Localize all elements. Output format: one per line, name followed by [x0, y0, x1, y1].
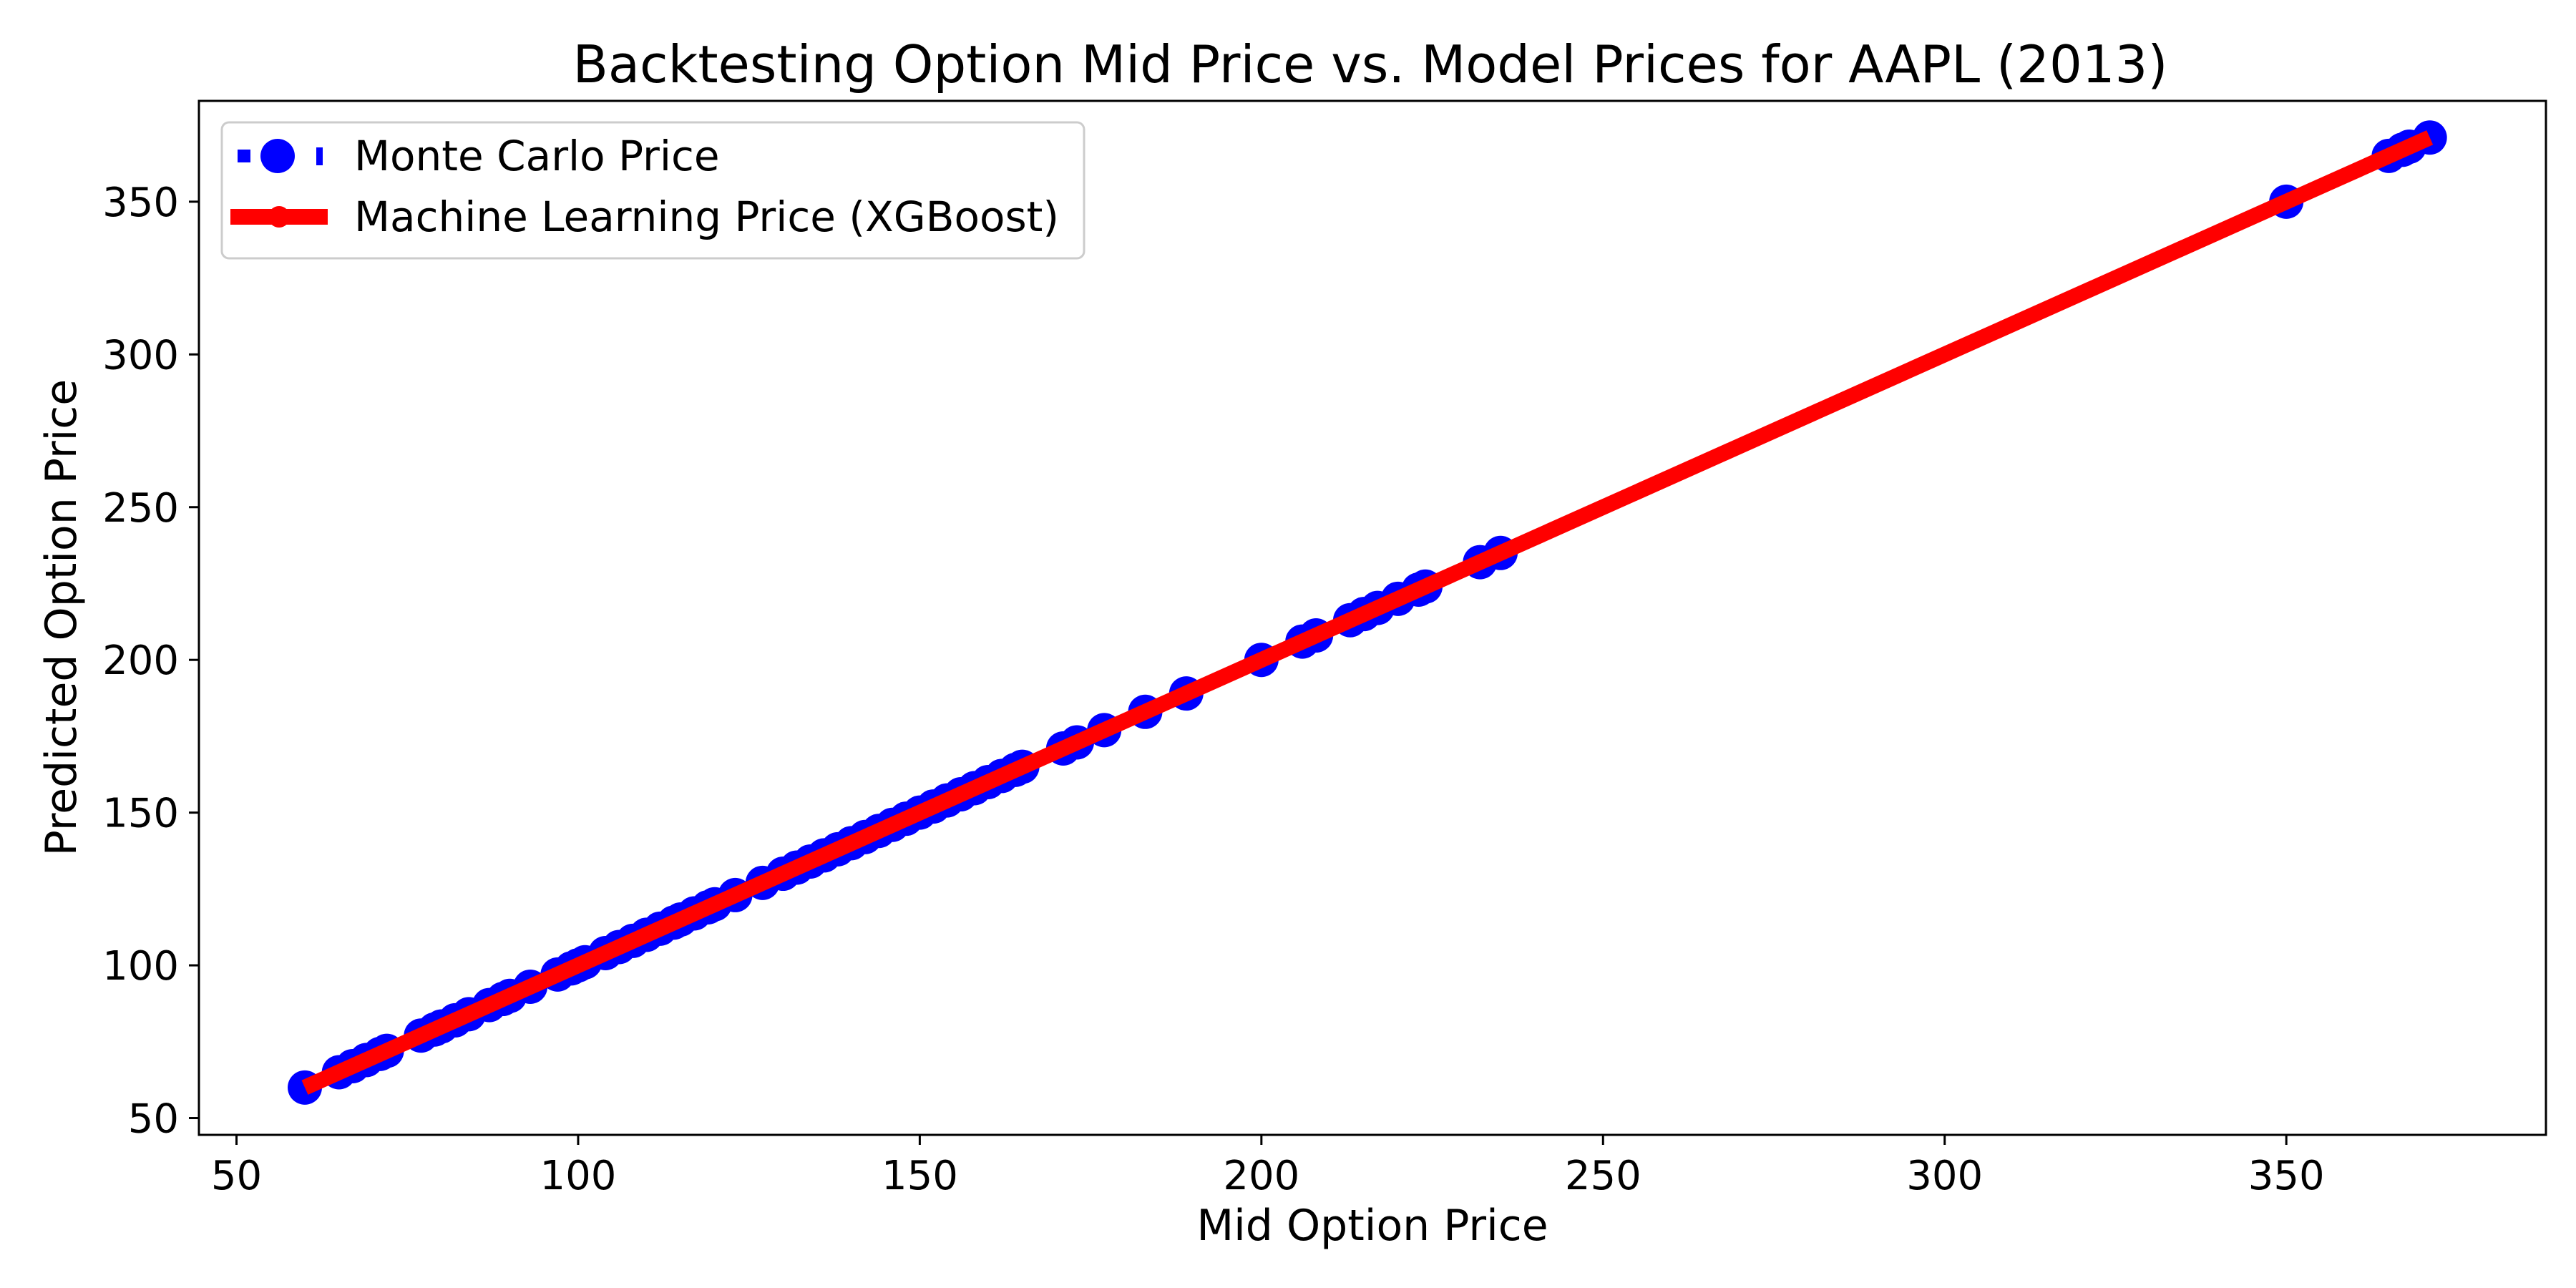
chart-title: Backtesting Option Mid Price vs. Model P…: [573, 34, 2168, 94]
ml-series: [301, 130, 2434, 1095]
legend-entry-xgboost: Machine Learning Price (XGBoost): [230, 192, 1059, 241]
x-tick-label: 100: [540, 1153, 617, 1199]
x-tick-label: 200: [1223, 1153, 1299, 1199]
xgboost-line: [301, 130, 2434, 1095]
x-tick-label: 250: [1565, 1153, 1641, 1199]
y-tick-label: 250: [102, 485, 179, 532]
legend-dash-1: [238, 150, 250, 162]
legend-line-marker: [268, 206, 290, 228]
y-axis-label: Predicted Option Price: [36, 379, 87, 856]
x-tick-label: 50: [211, 1153, 262, 1199]
x-tick-label: 350: [2248, 1153, 2325, 1199]
legend-dash-2: [316, 147, 323, 165]
y-tick-label: 50: [128, 1096, 179, 1143]
y-tick-label: 100: [102, 943, 179, 990]
legend: Monte Carlo Price Machine Learning Price…: [220, 121, 1085, 260]
y-tick-label: 200: [102, 638, 179, 684]
legend-label-xgboost: Machine Learning Price (XGBoost): [354, 192, 1059, 241]
y-tick-label: 300: [102, 332, 179, 379]
legend-entry-monte-carlo: Monte Carlo Price: [238, 132, 720, 180]
legend-box: [220, 121, 1085, 260]
plot-frame: [197, 99, 2547, 1136]
y-tick-label: 150: [102, 791, 179, 837]
legend-marker-circle: [260, 139, 295, 173]
legend-label-monte-carlo: Monte Carlo Price: [354, 132, 720, 180]
x-axis-label: Mid Option Price: [1196, 1201, 1548, 1251]
y-axis: 50 100 150 200 250 300 350: [102, 180, 199, 1143]
y-tick-label: 350: [102, 180, 179, 226]
x-tick-label: 300: [1906, 1153, 1983, 1199]
x-tick-label: 150: [882, 1153, 958, 1199]
x-axis: 50 100 150 200 250 300 350: [211, 1135, 2325, 1199]
